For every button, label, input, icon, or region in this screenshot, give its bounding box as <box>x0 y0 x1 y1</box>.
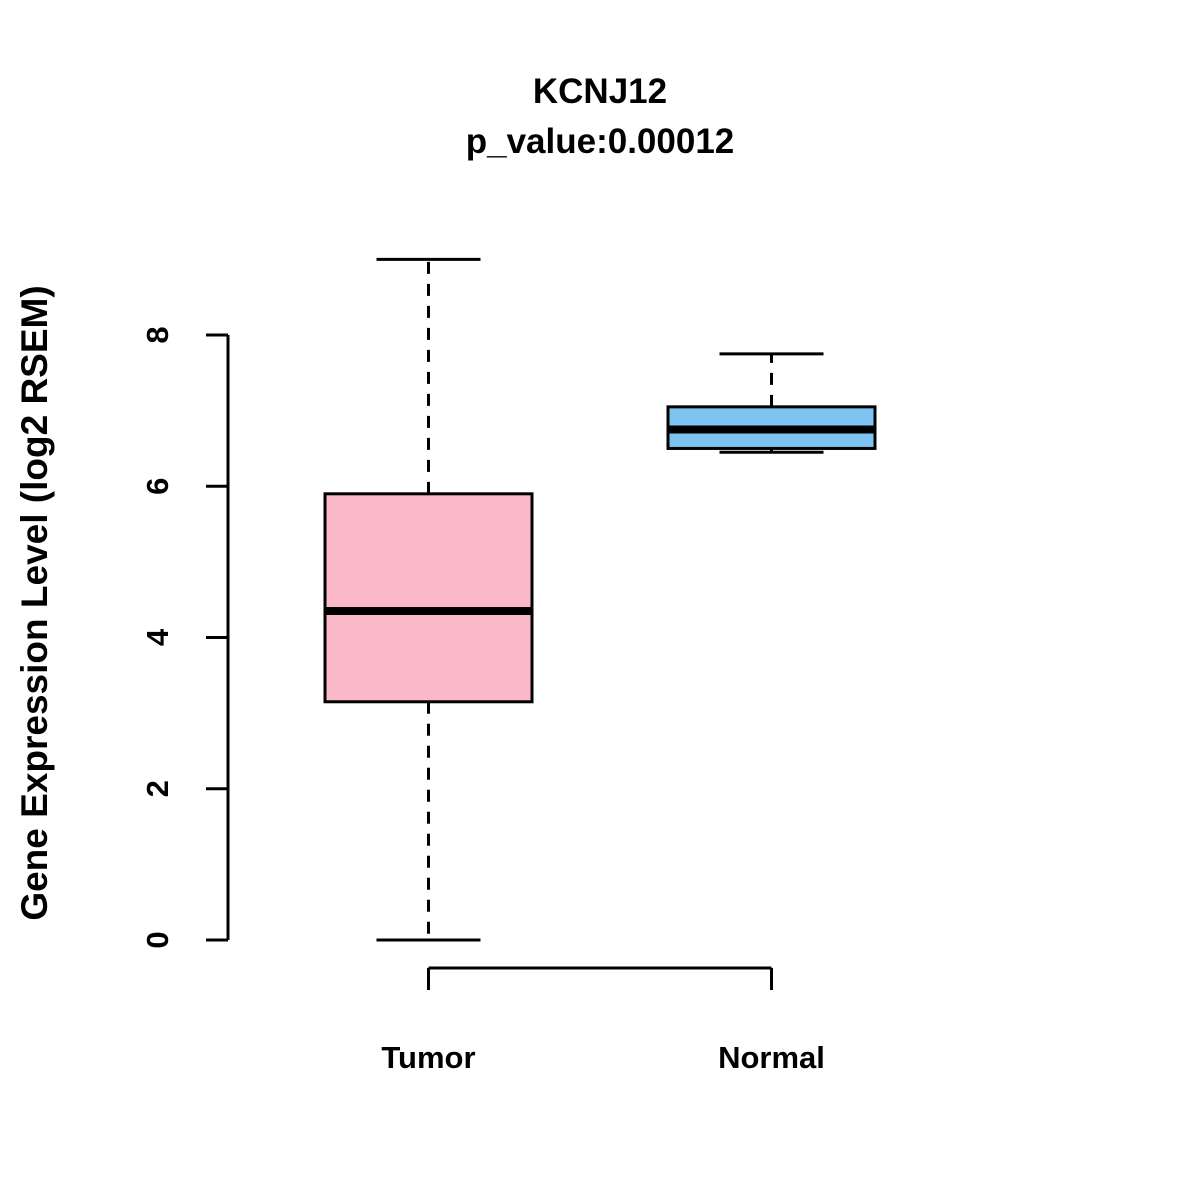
box-tumor <box>323 492 534 704</box>
y-tick-label: 6 <box>140 478 175 495</box>
chart-subtitle: p_value:0.00012 <box>465 122 735 161</box>
y-tick-label: 8 <box>140 326 175 343</box>
y-tick-label: 2 <box>140 780 175 797</box>
y-tick-label: 4 <box>140 628 175 646</box>
x-category-label: Tumor <box>381 1040 475 1075</box>
x-category-label: Normal <box>718 1040 825 1075</box>
y-tick-label: 0 <box>140 931 175 948</box>
chart-title: KCNJ12 <box>532 72 668 111</box>
